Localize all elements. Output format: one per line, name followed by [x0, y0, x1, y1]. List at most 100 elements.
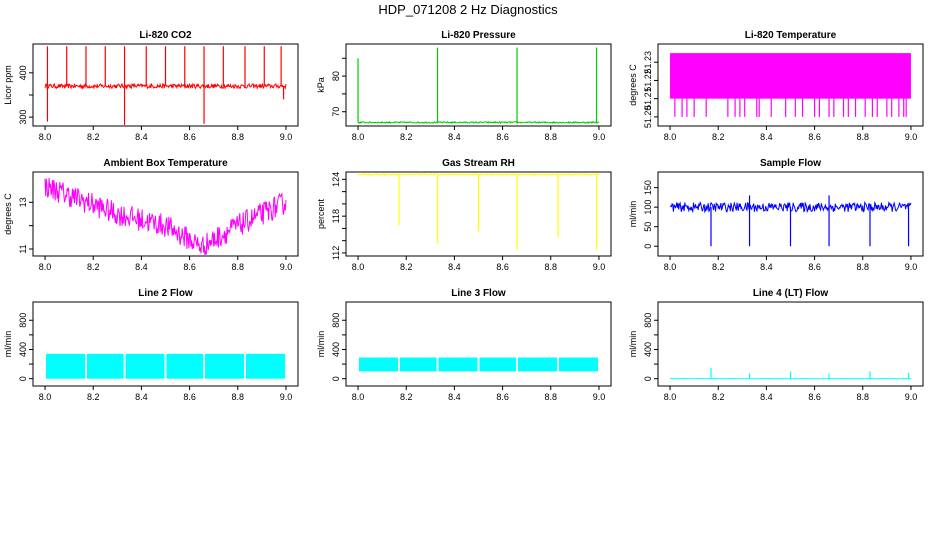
y-tick-label: 51.21	[643, 87, 653, 110]
x-tick-label: 8.4	[135, 132, 148, 142]
panel-5: Gas Stream RH percent 8.0 8.2 8.4 8.6 8.8 9.0 11…	[316, 158, 612, 272]
x-tick-label: 8.8	[545, 132, 558, 142]
y-axis-label: ml/min	[3, 331, 13, 358]
plot-frame	[657, 43, 924, 127]
x-tick-label: 8.6	[808, 132, 821, 142]
x-tick-label: 8.8	[232, 392, 245, 402]
y-tick-label: 51.22	[643, 69, 653, 92]
panel-title: Line 4 (LT) Flow	[753, 288, 829, 299]
band-segment	[205, 353, 245, 379]
x-tick-label: 8.2	[712, 392, 725, 402]
x-tick-label: 8.0	[39, 392, 52, 402]
band-segment	[125, 353, 165, 379]
x-tick-label: 8.8	[545, 392, 558, 402]
y-tick-label: 300	[18, 110, 28, 125]
x-tick-label: 8.4	[760, 262, 773, 272]
band-segment	[166, 353, 204, 379]
series-4	[44, 177, 287, 255]
x-tick-label: 8.4	[448, 132, 461, 142]
x-tick-label: 9.0	[280, 132, 293, 142]
figure-title: HDP_071208 2 Hz Diagnostics	[378, 2, 558, 17]
x-tick-label: 8.6	[496, 262, 509, 272]
y-tick-label: 0	[643, 376, 653, 381]
y-axis-label: ml/min	[628, 201, 638, 228]
plot-frame	[345, 301, 612, 387]
x-tick-label: 8.0	[664, 392, 677, 402]
series-6	[669, 195, 912, 247]
x-tick-label: 8.6	[183, 262, 196, 272]
x-tick-label: 8.8	[857, 132, 870, 142]
plot-frame	[32, 43, 299, 127]
x-tick-label: 9.0	[280, 392, 293, 402]
x-tick-label: 8.6	[496, 392, 509, 402]
series-line	[357, 120, 600, 125]
x-tick-label: 9.0	[593, 262, 606, 272]
x-tick-label: 8.0	[352, 262, 365, 272]
y-tick-label: 400	[643, 342, 653, 357]
x-tick-label: 8.8	[545, 262, 558, 272]
x-tick-label: 8.4	[760, 132, 773, 142]
y-tick-label: 112	[331, 246, 341, 260]
x-tick-label: 8.0	[352, 132, 365, 142]
y-axis-label: percent	[316, 198, 326, 229]
y-tick-label: 150	[643, 180, 653, 195]
band-segment	[46, 353, 86, 379]
panel-9: Line 4 (LT) Flow ml/min 8.0 8.2 8.4 8.6 8.8 9.0…	[628, 288, 924, 402]
x-tick-label: 8.8	[857, 392, 870, 402]
plot-frame	[657, 301, 924, 387]
series-5	[357, 173, 600, 250]
y-axis-label: Licor ppm	[3, 65, 13, 105]
panel-4: Ambient Box Temperature degrees C 8.0 8.2 8.…	[3, 158, 299, 272]
series-line	[357, 173, 600, 176]
x-tick-label: 8.2	[712, 132, 725, 142]
y-axis-label: kPa	[316, 77, 326, 93]
band-segment	[399, 357, 437, 372]
band-segment	[86, 353, 124, 379]
x-tick-label: 8.6	[496, 132, 509, 142]
x-tick-label: 8.0	[664, 262, 677, 272]
panel-title: Line 2 Flow	[138, 288, 193, 299]
band-segment	[558, 357, 598, 372]
x-tick-label: 8.2	[87, 392, 100, 402]
x-tick-label: 8.4	[448, 262, 461, 272]
y-tick-label: 100	[643, 200, 653, 215]
y-axis-label: ml/min	[316, 331, 326, 358]
y-tick-label: 800	[18, 313, 28, 328]
plot-frame	[345, 43, 612, 127]
x-tick-label: 8.4	[448, 392, 461, 402]
panel-1: Li-820 CO2 Licor ppm 8.0 8.2 8.4 8.6 8.8 9.0 300…	[3, 30, 299, 142]
panel-title: Li-820 CO2	[139, 30, 192, 41]
y-tick-label: 0	[331, 376, 341, 381]
series-7	[46, 353, 285, 379]
y-tick-label: 118	[331, 209, 341, 223]
x-tick-label: 8.2	[400, 392, 413, 402]
band-segment	[359, 357, 399, 372]
series-line	[44, 177, 287, 255]
x-tick-label: 8.6	[183, 132, 196, 142]
x-tick-label: 9.0	[593, 132, 606, 142]
panel-3: Li-820 Temperature degrees C 8.0 8.2 8.4 8.6 8…	[628, 30, 924, 142]
series-8	[359, 357, 598, 372]
panel-title: Ambient Box Temperature	[103, 158, 228, 169]
panel-title: Li-820 Pressure	[441, 30, 516, 41]
y-axis-label: ml/min	[628, 331, 638, 358]
panel-title: Line 3 Flow	[451, 288, 506, 299]
y-tick-label: 51.20	[643, 106, 653, 129]
y-axis-label: degrees C	[3, 193, 13, 235]
series-1	[44, 46, 287, 125]
x-tick-label: 8.0	[39, 262, 52, 272]
series-3	[670, 53, 911, 117]
panel-2: Li-820 Pressure kPa 8.0 8.2 8.4 8.6 8.8 9.0 70 80	[316, 30, 612, 142]
x-tick-label: 8.2	[400, 262, 413, 272]
panel-8: Line 3 Flow ml/min 8.0 8.2 8.4 8.6 8.8 9.0 0 400 8…	[316, 288, 612, 402]
series-9	[670, 367, 912, 380]
y-tick-label: 400	[331, 342, 341, 357]
panel-title: Sample Flow	[760, 158, 821, 169]
y-tick-label: 70	[331, 107, 341, 117]
x-tick-label: 9.0	[905, 392, 918, 402]
x-tick-label: 8.2	[400, 132, 413, 142]
x-tick-label: 8.2	[87, 262, 100, 272]
x-tick-label: 9.0	[280, 262, 293, 272]
band-segment	[245, 353, 285, 379]
